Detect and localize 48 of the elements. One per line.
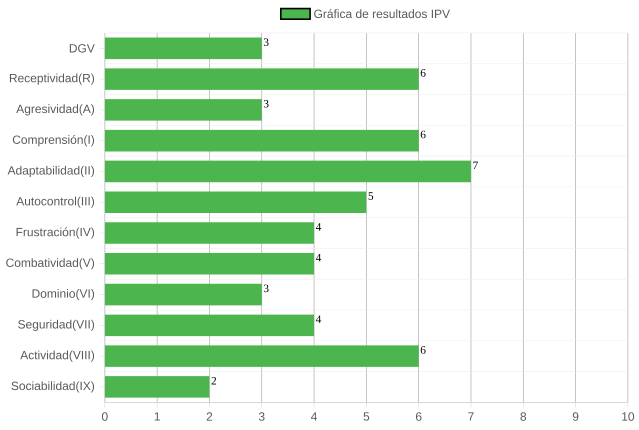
- bar: [104, 130, 419, 152]
- x-tick-label: 7: [468, 412, 474, 420]
- bar: [104, 314, 314, 336]
- x-tick-label: 8: [520, 412, 526, 421]
- x-tick-label: 10: [622, 412, 634, 421]
- bar: [104, 160, 471, 182]
- y-tick-label: Adaptabilidad(II): [8, 166, 94, 177]
- y-tick-label: Receptividad(R): [10, 73, 94, 85]
- x-tick-label: 4: [310, 412, 318, 420]
- x-tick-label: 9: [572, 412, 578, 421]
- bar: [104, 37, 262, 59]
- bar: [104, 222, 314, 244]
- data-label: 4: [316, 223, 322, 230]
- data-label: 6: [420, 69, 426, 77]
- y-tick-label: Dominio(VI): [32, 288, 94, 300]
- data-label: 2: [212, 376, 216, 384]
- x-tick-label: 1: [154, 412, 160, 420]
- data-label: 6: [420, 346, 426, 354]
- y-tick-label: Autocontrol(III): [16, 196, 94, 208]
- x-tick-label: 6: [416, 412, 422, 421]
- bar: [104, 376, 210, 398]
- data-label: 3: [264, 284, 269, 292]
- y-tick-label: Agresividad(A): [16, 104, 94, 116]
- bar: [104, 68, 419, 90]
- x-tick-label: 0: [102, 412, 108, 421]
- data-label: 6: [420, 130, 426, 138]
- bar: [104, 284, 262, 306]
- data-label: 4: [316, 254, 322, 262]
- data-label: 5: [368, 192, 374, 200]
- bar: [104, 191, 366, 213]
- y-tick-label: Sociabilidad(IX): [11, 381, 94, 392]
- y-tick-label: Frustración(IV): [16, 227, 94, 239]
- data-label: 3: [264, 38, 269, 46]
- bar: [104, 345, 419, 367]
- data-label: 3: [264, 100, 269, 108]
- x-tick-label: 2: [206, 412, 212, 421]
- legend-label: Gráfica de resultados IPV: [314, 9, 450, 18]
- y-tick-label: Actividad(VIII): [20, 350, 94, 362]
- y-tick-label: DGV: [70, 44, 95, 52]
- x-tick-label: 5: [364, 412, 370, 421]
- data-label: 7: [473, 161, 478, 169]
- y-tick-label: Combatividad(V): [6, 258, 94, 270]
- bar: [104, 252, 314, 274]
- bar: [104, 99, 262, 121]
- x-tick-label: 3: [258, 412, 265, 421]
- y-tick-label: Comprensión(I): [12, 134, 94, 146]
- y-tick-label: Seguridad(VII): [18, 320, 94, 331]
- data-label: 4: [316, 315, 322, 323]
